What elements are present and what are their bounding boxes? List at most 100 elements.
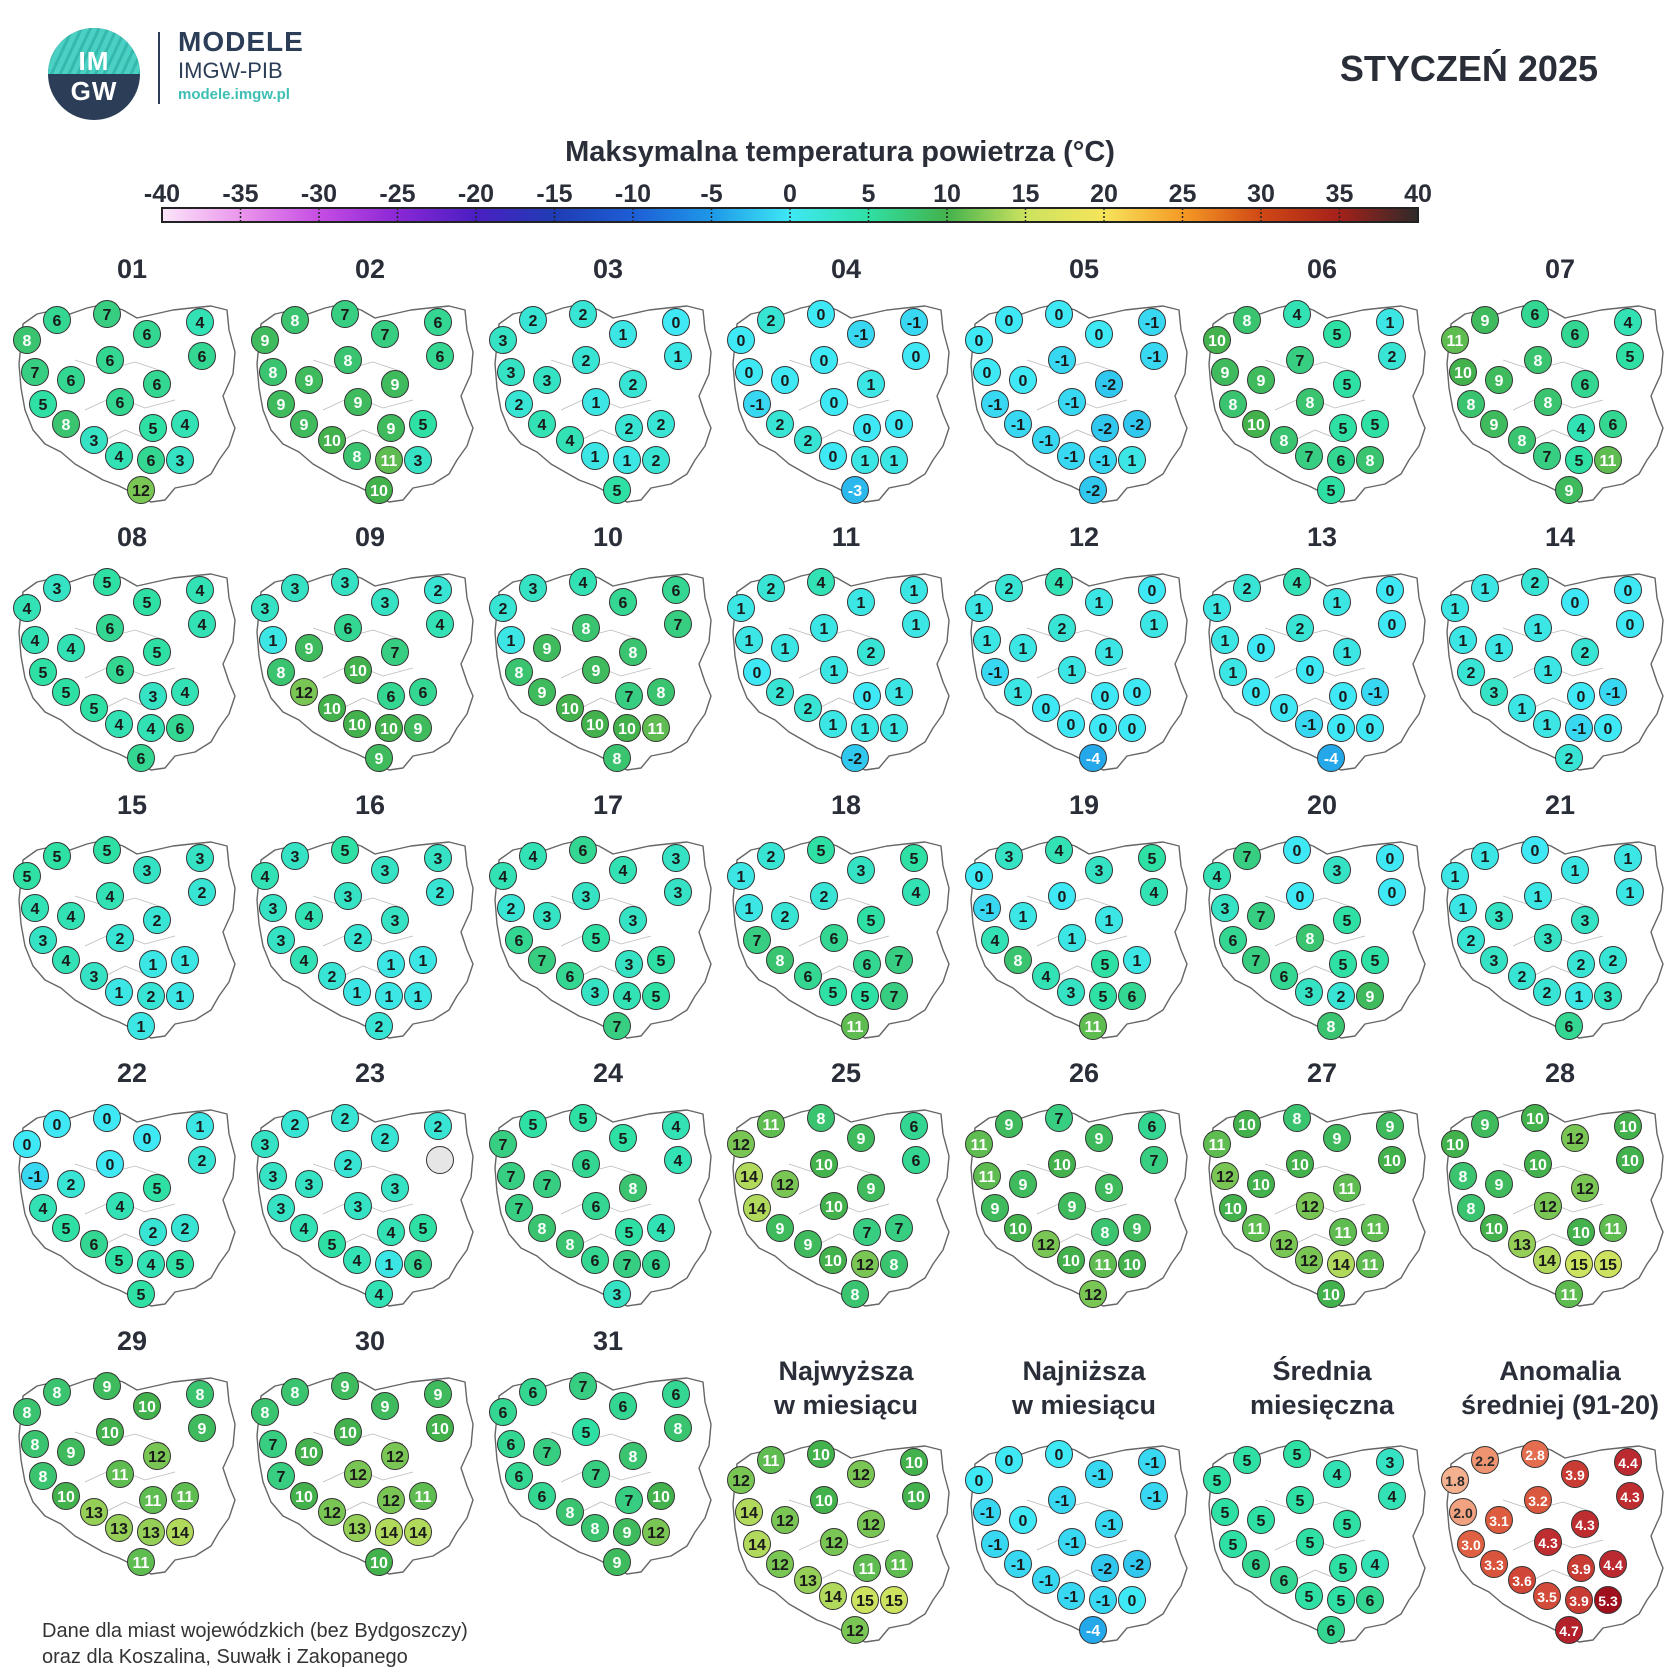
station-value: 6 (344, 621, 353, 638)
station-value: -1 (1302, 717, 1316, 734)
station-value: 9 (1333, 1131, 1342, 1148)
station-value: 5 (1343, 913, 1352, 930)
station-marker: 8 (251, 1398, 279, 1426)
station-dot (847, 320, 875, 348)
station-dot (1599, 946, 1627, 974)
station-value: 7 (103, 307, 112, 324)
station-value: 4 (23, 601, 32, 618)
station-marker: 0 (902, 342, 930, 370)
station-marker: 3 (1057, 978, 1085, 1006)
station-marker: 2 (331, 1104, 359, 1132)
station-value: 3.9 (1571, 1561, 1591, 1577)
station-marker: 4 (106, 1192, 134, 1220)
station-dot (1480, 946, 1508, 974)
station-marker: 7 (885, 946, 913, 974)
station-dot (334, 346, 362, 374)
station-dot (1138, 576, 1166, 604)
station-value: 7 (1055, 1111, 1064, 1128)
station-marker: 0 (1009, 1506, 1037, 1534)
station-marker: 2 (1567, 950, 1595, 978)
station-dot (619, 370, 647, 398)
station-marker: 7 (505, 1194, 533, 1222)
station-value: 0 (1577, 689, 1586, 706)
station-value: 2 (820, 889, 829, 906)
station-dot (143, 1442, 171, 1470)
station-value: 4 (300, 1221, 309, 1238)
station-value: 4 (39, 1201, 48, 1218)
station-dot (404, 982, 432, 1010)
brand-url[interactable]: modele.imgw.pl (178, 86, 290, 103)
station-marker: 11 (127, 1548, 155, 1576)
station-value: 11 (763, 1117, 780, 1134)
station-value: 1 (1068, 931, 1077, 948)
station-dot (106, 1192, 134, 1220)
station-value: 5 (657, 953, 666, 970)
station-value: 5 (1101, 957, 1110, 974)
station-value: 15 (856, 1593, 874, 1610)
station-marker: 8 (1508, 426, 1536, 454)
station-dot (1480, 1550, 1508, 1578)
station-value: -4 (1324, 751, 1338, 768)
station-marker: 0 (1032, 694, 1060, 722)
station-dot (581, 978, 609, 1006)
station-value: 2 (328, 969, 337, 986)
station-dot (1203, 326, 1231, 354)
station-value: 11 (891, 1557, 908, 1574)
station-value: -2 (848, 751, 862, 768)
station-dot (1247, 634, 1275, 662)
station-dot (489, 1130, 517, 1158)
station-marker: 9 (267, 390, 295, 418)
colorbar-tick-label: -10 (615, 180, 651, 208)
station-value: 5 (613, 483, 622, 500)
station-value: 8 (1243, 313, 1252, 330)
station-marker: 1 (885, 678, 913, 706)
station-value: 5 (23, 869, 32, 886)
station-dot (93, 300, 121, 328)
station-marker: 3 (1376, 1448, 1404, 1476)
station-value: 11 (112, 1467, 129, 1484)
station-dot (133, 856, 161, 884)
station-marker: 11 (1594, 446, 1622, 474)
station-marker: 2 (489, 594, 517, 622)
station-value: 4 (67, 641, 76, 658)
station-marker: 13 (794, 1566, 822, 1594)
station-dot (137, 446, 165, 474)
station-dot (1009, 1170, 1037, 1198)
station-dot (609, 1124, 637, 1152)
station-dot (810, 1486, 838, 1514)
station-value: 3 (1067, 985, 1076, 1002)
station-value: 1 (861, 453, 870, 470)
station-dot (13, 326, 41, 354)
station-value: 8 (1366, 453, 1375, 470)
station-marker: -1 (1138, 1448, 1166, 1476)
station-marker: 13 (1508, 1230, 1536, 1258)
station-value: 5 (143, 595, 152, 612)
station-dot (847, 1124, 875, 1152)
station-marker: -1 (1095, 1510, 1123, 1538)
station-marker: 2 (619, 370, 647, 398)
station-dot (1485, 1506, 1513, 1534)
station-value: 2 (1531, 575, 1540, 592)
station-value: 12 (349, 1467, 367, 1484)
station-dot (619, 906, 647, 934)
station-dot (295, 634, 323, 662)
station-dot (139, 1486, 167, 1514)
station-value: 2 (344, 1157, 353, 1174)
station-value: 6 (1229, 933, 1238, 950)
station-dot (1480, 1214, 1508, 1242)
station-marker: -1 (1048, 1486, 1076, 1514)
station-marker: 8 (1449, 1162, 1477, 1190)
station-value: 8 (1229, 397, 1238, 414)
station-dot (1561, 320, 1589, 348)
station-marker: 6 (106, 656, 134, 684)
station-value: 1 (387, 957, 396, 974)
station-marker: 8 (52, 410, 80, 438)
station-dot (377, 682, 405, 710)
station-dot (1085, 1124, 1113, 1152)
station-dot (1009, 634, 1037, 662)
station-marker: 2 (1508, 962, 1536, 990)
station-marker: 1 (1441, 862, 1469, 890)
station-marker: 4.4 (1614, 1448, 1642, 1476)
station-value: 3 (1005, 849, 1014, 866)
